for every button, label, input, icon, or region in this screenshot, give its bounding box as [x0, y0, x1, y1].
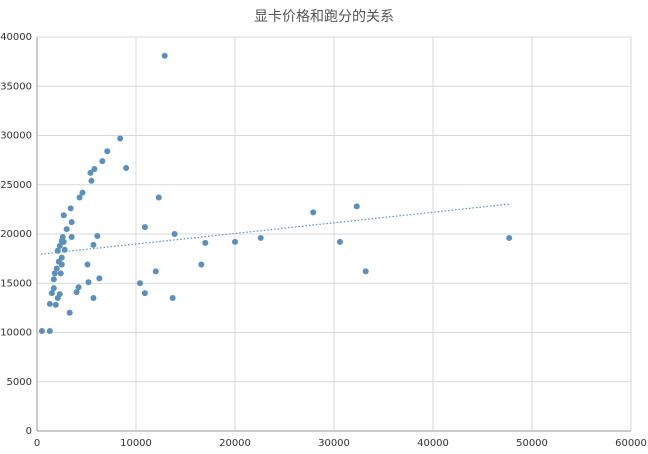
- point: [57, 270, 64, 277]
- point: [60, 238, 67, 245]
- point: [161, 52, 168, 59]
- point: [67, 205, 74, 212]
- point: [202, 239, 209, 246]
- point: [59, 233, 66, 240]
- x-tick-label: 30000: [318, 438, 350, 449]
- point: [104, 148, 111, 155]
- y-tick-label: 10000: [0, 328, 32, 339]
- point: [99, 158, 106, 165]
- point: [198, 261, 205, 268]
- point: [94, 232, 101, 239]
- y-tick-label: 30000: [0, 131, 32, 142]
- point: [58, 254, 65, 261]
- point: [56, 242, 63, 249]
- point: [51, 270, 58, 277]
- point: [76, 194, 83, 201]
- point: [50, 285, 57, 292]
- point: [56, 291, 63, 298]
- trendline: [40, 203, 511, 255]
- y-tick-label: 15000: [0, 278, 32, 289]
- point: [46, 300, 53, 307]
- point: [336, 238, 343, 245]
- point: [68, 219, 75, 226]
- point: [85, 279, 92, 286]
- x-tick-label: 40000: [417, 438, 449, 449]
- point: [53, 265, 60, 272]
- point: [90, 295, 97, 302]
- point: [63, 226, 70, 233]
- point: [58, 261, 65, 268]
- point: [48, 290, 55, 297]
- point: [152, 268, 159, 275]
- x-tick-label: 10000: [120, 438, 152, 449]
- point: [50, 276, 57, 283]
- y-tick-label: 40000: [0, 32, 32, 43]
- point: [169, 295, 176, 302]
- point: [353, 203, 360, 210]
- x-tick-label: 0: [34, 438, 40, 449]
- y-tick-label: 35000: [0, 81, 32, 92]
- point: [155, 194, 162, 201]
- point: [91, 165, 98, 172]
- point: [232, 238, 238, 245]
- point: [136, 280, 143, 287]
- point: [310, 209, 317, 216]
- point: [90, 241, 97, 248]
- point: [75, 284, 82, 291]
- point: [68, 233, 75, 240]
- x-tick-label: 60000: [615, 438, 647, 449]
- x-tick-label: 20000: [219, 438, 251, 449]
- point: [96, 275, 103, 282]
- point: [87, 169, 94, 176]
- point: [46, 328, 53, 335]
- point: [506, 234, 513, 241]
- point: [171, 231, 178, 237]
- point: [257, 234, 264, 241]
- y-tick-label: 5000: [7, 377, 32, 388]
- point: [88, 177, 95, 184]
- y-tick-label: 20000: [0, 229, 32, 240]
- point: [66, 309, 73, 316]
- point: [52, 301, 59, 308]
- point: [73, 289, 80, 296]
- y-tick-label: 25000: [0, 180, 32, 191]
- point: [123, 165, 130, 172]
- point: [117, 135, 124, 142]
- y-tick-label: 0: [26, 426, 32, 437]
- point: [141, 224, 148, 231]
- point: [79, 189, 86, 196]
- x-tick-label: 50000: [516, 438, 548, 449]
- point: [141, 290, 148, 297]
- point: [84, 261, 91, 268]
- point: [38, 328, 45, 335]
- point: [60, 212, 67, 219]
- chart-title: 显卡价格和跑分的关系: [254, 9, 394, 25]
- point: [362, 268, 369, 275]
